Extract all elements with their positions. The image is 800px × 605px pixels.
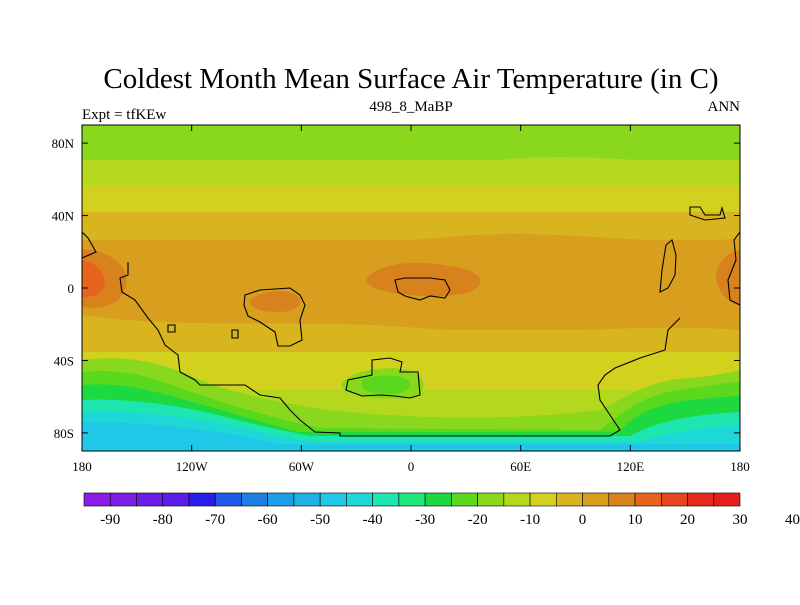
antarctic-cold-3 [82,422,740,451]
coastline-small-island-2 [167,324,176,333]
colorbar-label: -40 [363,512,383,528]
coastline-americas [119,262,681,437]
lon-tick-label: 60W [289,459,315,474]
colorbar-label: -20 [468,512,488,528]
coastline-pacific-island [659,239,677,293]
lat-tick-label: 40N [52,209,75,224]
colorbar-swatch [109,492,137,507]
band-edge-tropics-south [82,315,740,340]
latitude-axis: 80N 40N 0 40S 80S [52,136,740,441]
coastline-south-america [243,287,306,347]
colorbar-swatch [214,492,242,507]
colorbar-swatch [582,492,610,507]
coastline-africa [394,277,451,301]
coastline-east-edge [727,231,740,306]
colorbar-swatch [319,492,347,507]
lat-tick-label: 80N [52,136,75,151]
colorbar-swatch [687,492,715,507]
colorbar-label: 0 [579,512,587,528]
colorbar-label: -90 [100,512,120,528]
lat-tick-label: 80S [54,426,74,441]
experiment-label: Expt = tfKEw [82,107,166,123]
longitude-axis: 180 120W 60W 0 60E 120E 180 [72,125,750,474]
colorbar-label: -70 [205,512,225,528]
colorbar-swatch [188,492,216,507]
colorbar-swatch [608,492,636,507]
colorbar-label: -80 [153,512,173,528]
run-label: 498_8_MaBP [369,99,452,115]
hot-africa [366,262,481,297]
colorbar-label: -60 [258,512,278,528]
colorbar-swatch [162,492,190,507]
coastlines [82,206,740,437]
lon-tick-label: 120W [176,459,209,474]
coastline-asia [689,206,726,221]
band-north-mid [82,185,740,215]
colorbar-swatch [424,492,452,507]
lat-tick-label: 40S [54,353,74,368]
coastline-south-atlantic-land [345,357,421,399]
cold-south-atlantic-blob [362,375,411,395]
colorbar-label: -10 [520,512,540,528]
lon-tick-label: 180 [730,459,750,474]
coastline-west-edge [82,231,97,259]
lon-tick-label: 0 [408,459,415,474]
colorbar-swatch [241,492,268,507]
colorbar-swatch [713,492,741,507]
colorbar-labels: -90-80-70-60-50-40-30-20-1001020304050 [100,512,800,528]
colorbar-swatch [634,492,662,507]
lon-tick-label: 60E [510,459,531,474]
temperature-field [82,125,740,451]
colorbar-swatch [556,492,583,507]
band-edge-tropics-north [82,234,740,252]
colorbar-swatch [477,492,505,507]
colorbar-label: 30 [733,512,748,528]
colorbar-label: 10 [628,512,643,528]
colorbar-label: 40 [785,512,800,528]
season-label: ANN [708,99,741,115]
lon-tick-label: 180 [72,459,92,474]
colorbar-label: -50 [310,512,330,528]
lat-tick-label: 0 [68,281,75,296]
colorbar-label: -30 [415,512,435,528]
colorbar-label: 20 [680,512,695,528]
lon-tick-label: 120E [617,459,645,474]
colorbar [83,492,741,507]
figure-title: Coldest Month Mean Surface Air Temperatu… [103,63,718,95]
colorbar-swatch [503,492,531,507]
colorbar-swatch [293,492,321,507]
colorbar-swatch [372,492,400,507]
colorbar-swatch [83,492,111,507]
colorbar-swatch [398,492,426,507]
band-north-cold [82,125,740,165]
colorbar-swatch [451,492,478,507]
colorbar-swatch [346,492,373,507]
hot-south-america [249,291,301,312]
colorbar-swatch [136,492,164,507]
band-north-warm [82,212,740,242]
colorbar-swatch [529,492,557,507]
colorbar-swatch [267,492,295,507]
band-edge-north [82,157,740,182]
colorbar-swatch [660,492,688,507]
coastline-small-island-1 [231,329,239,339]
